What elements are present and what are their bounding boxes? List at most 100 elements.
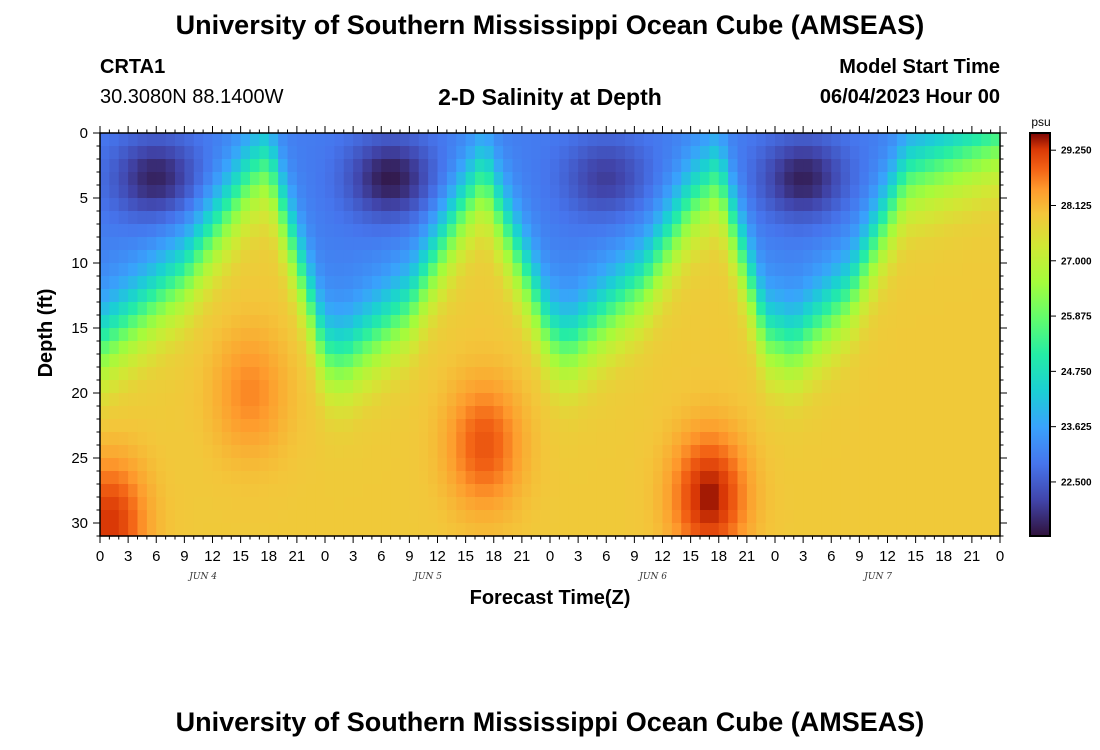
heatmap-cell — [559, 354, 570, 368]
heatmap-cell — [887, 302, 898, 316]
heatmap-cell — [418, 445, 429, 459]
heatmap-cell — [362, 458, 373, 472]
heatmap-cell — [643, 497, 654, 511]
heatmap-cell — [971, 341, 982, 355]
heatmap-cell — [484, 510, 495, 524]
x-tick-label: 12 — [879, 548, 896, 565]
heatmap-cell — [925, 393, 935, 407]
heatmap-cell — [596, 432, 607, 446]
heatmap-cell — [521, 263, 532, 277]
heatmap-cell — [606, 263, 617, 277]
heatmap-cell — [109, 159, 120, 173]
heatmap-cell — [981, 445, 992, 459]
heatmap-cell — [128, 406, 139, 420]
heatmap-cell — [250, 276, 260, 290]
heatmap-cell — [868, 289, 879, 303]
heatmap-cell — [953, 172, 964, 186]
heatmap-cell — [137, 237, 148, 251]
heatmap-cell — [156, 263, 167, 277]
heatmap-cell — [850, 328, 860, 342]
heatmap-cell — [325, 146, 335, 160]
heatmap-cell — [868, 263, 879, 277]
heatmap-cell — [793, 328, 804, 342]
heatmap-cell — [878, 432, 889, 446]
heatmap-cell — [878, 263, 889, 277]
heatmap-cell — [709, 315, 720, 329]
heatmap-cell — [212, 419, 223, 433]
heatmap-cell — [306, 172, 317, 186]
heatmap-cell — [165, 133, 176, 147]
heatmap-cell — [625, 393, 635, 407]
heatmap-cell — [587, 159, 598, 173]
heatmap-cell — [184, 146, 195, 160]
heatmap-cell — [381, 328, 392, 342]
heatmap-cell — [315, 471, 326, 485]
heatmap-cell — [268, 315, 279, 329]
heatmap-cell — [437, 133, 448, 147]
heatmap-cell — [812, 185, 823, 199]
heatmap-cell — [456, 523, 467, 537]
heatmap-cell — [953, 484, 964, 498]
heatmap-cell — [400, 224, 410, 238]
heatmap-cell — [390, 523, 401, 537]
heatmap-cell — [343, 146, 354, 160]
heatmap-cell — [615, 367, 626, 381]
heatmap-cell — [878, 445, 889, 459]
heatmap-cell — [362, 237, 373, 251]
heatmap-cell — [259, 354, 270, 368]
heatmap-cell — [840, 276, 851, 290]
heatmap-cell — [568, 185, 579, 199]
heatmap-cell — [878, 393, 889, 407]
heatmap-cell — [653, 445, 664, 459]
heatmap-cell — [878, 341, 889, 355]
heatmap-cell — [990, 484, 1001, 498]
heatmap-cell — [296, 224, 307, 238]
heatmap-cell — [850, 276, 860, 290]
heatmap-cell — [521, 289, 532, 303]
heatmap-cell — [587, 302, 598, 316]
heatmap-cell — [981, 185, 992, 199]
heatmap-cell — [831, 458, 842, 472]
heatmap-cell — [503, 302, 514, 316]
heatmap-cell — [493, 406, 504, 420]
heatmap-cell — [540, 276, 551, 290]
heatmap-cell — [775, 263, 785, 277]
heatmap-cell — [634, 198, 645, 212]
heatmap-cell — [728, 211, 739, 225]
heatmap-cell — [278, 211, 289, 225]
heatmap-cell — [700, 328, 710, 342]
heatmap-cell — [962, 354, 973, 368]
heatmap-cell — [559, 237, 570, 251]
heatmap-cell — [296, 380, 307, 394]
heatmap-cell — [390, 393, 401, 407]
heatmap-cell — [231, 159, 242, 173]
heatmap-cell — [503, 510, 514, 524]
heatmap-cell — [700, 146, 710, 160]
heatmap-cell — [868, 315, 879, 329]
heatmap-cell — [475, 445, 485, 459]
heatmap-cell — [643, 198, 654, 212]
heatmap-cell — [578, 458, 589, 472]
heatmap-cell — [700, 497, 710, 511]
heatmap-cell — [756, 432, 767, 446]
heatmap-cell — [850, 497, 860, 511]
heatmap-cell — [175, 250, 185, 264]
heatmap-cell — [390, 354, 401, 368]
heatmap-cell — [100, 354, 110, 368]
heatmap-cell — [831, 146, 842, 160]
heatmap-cell — [550, 419, 560, 433]
heatmap-cell — [484, 133, 495, 147]
heatmap-cell — [446, 406, 457, 420]
heatmap-cell — [578, 211, 589, 225]
heatmap-cell — [409, 237, 420, 251]
heatmap-cell — [418, 263, 429, 277]
heatmap-cell — [606, 354, 617, 368]
heatmap-cell — [418, 419, 429, 433]
heatmap-cell — [362, 354, 373, 368]
heatmap-cell — [315, 237, 326, 251]
heatmap-cell — [146, 432, 157, 446]
heatmap-cell — [681, 315, 692, 329]
heatmap-cell — [953, 237, 964, 251]
heatmap-cell — [896, 211, 907, 225]
heatmap-cell — [475, 458, 485, 472]
